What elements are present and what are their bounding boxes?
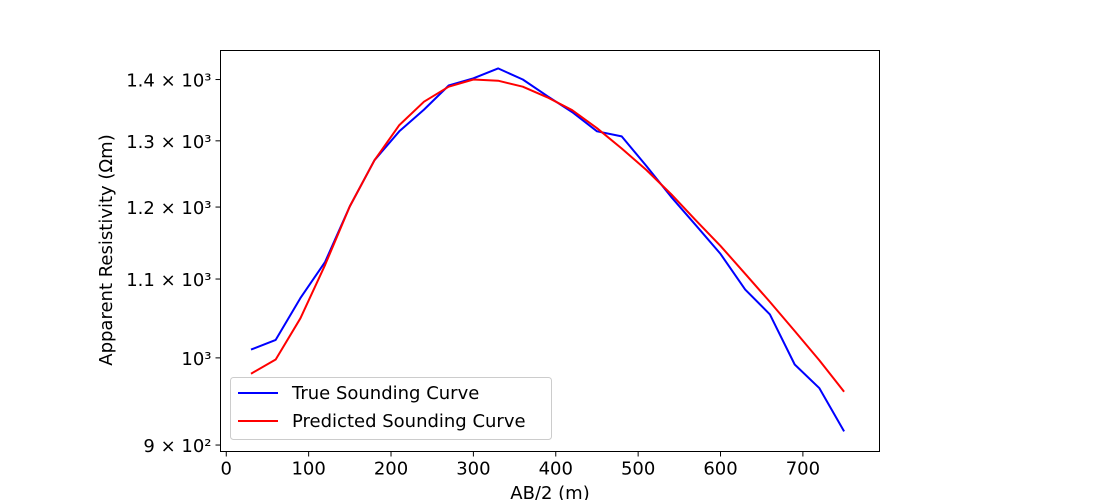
x-tick-label: 300 [456, 459, 490, 480]
series-line-predicted-sounding-curve [250, 78, 845, 393]
y-tick-label: 9 × 10² [143, 436, 211, 457]
x-axis-label: AB/2 (m) [510, 483, 589, 500]
x-tick-label: 200 [374, 459, 408, 480]
y-tick-label: 1.2 × 10³ [126, 198, 211, 219]
legend: True Sounding Curve Predicted Sounding C… [230, 377, 552, 440]
legend-label-predicted: Predicted Sounding Curve [292, 411, 526, 432]
x-tick-label: 600 [703, 459, 737, 480]
y-axis-label: Apparent Resistivity (Ωm) [96, 134, 117, 365]
x-tick-label: 400 [539, 459, 573, 480]
series-line-true-sounding-curve [250, 67, 845, 432]
plot-frame [220, 50, 880, 452]
legend-label-true: True Sounding Curve [291, 383, 479, 404]
y-tick-label: 1.1 × 10³ [126, 270, 211, 291]
y-tick-label: 10³ [181, 349, 211, 370]
x-tick-label: 100 [291, 459, 325, 480]
x-tick-label: 500 [621, 459, 655, 480]
x-tick-label: 700 [786, 459, 820, 480]
legend-box [230, 377, 552, 440]
x-tick-label: 0 [221, 459, 232, 480]
y-tick-label: 1.3 × 10³ [126, 132, 211, 153]
y-tick-label: 1.4 × 10³ [126, 71, 211, 92]
